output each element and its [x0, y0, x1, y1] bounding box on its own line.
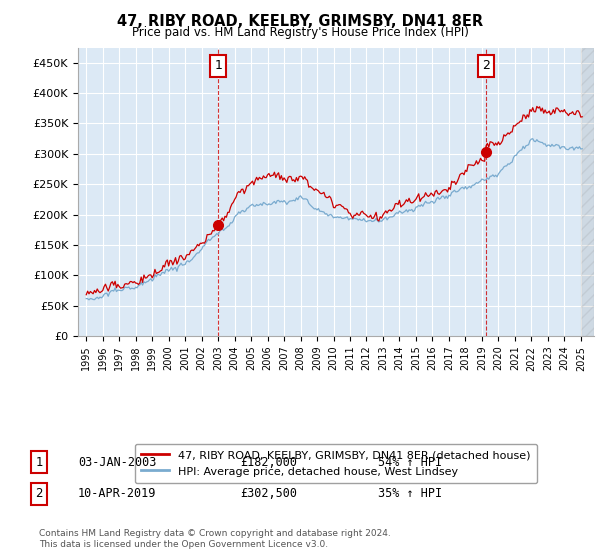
Text: Price paid vs. HM Land Registry's House Price Index (HPI): Price paid vs. HM Land Registry's House … [131, 26, 469, 39]
Text: 54% ↑ HPI: 54% ↑ HPI [378, 455, 442, 469]
Text: 10-APR-2019: 10-APR-2019 [78, 487, 157, 501]
Text: 35% ↑ HPI: 35% ↑ HPI [378, 487, 442, 501]
Text: £182,000: £182,000 [240, 455, 297, 469]
Text: 47, RIBY ROAD, KEELBY, GRIMSBY, DN41 8ER: 47, RIBY ROAD, KEELBY, GRIMSBY, DN41 8ER [117, 14, 483, 29]
Text: Contains HM Land Registry data © Crown copyright and database right 2024.
This d: Contains HM Land Registry data © Crown c… [39, 529, 391, 549]
Text: £302,500: £302,500 [240, 487, 297, 501]
Text: 1: 1 [35, 455, 43, 469]
Text: 2: 2 [35, 487, 43, 501]
Bar [581, 48, 594, 336]
Text: 03-JAN-2003: 03-JAN-2003 [78, 455, 157, 469]
Text: 2: 2 [482, 59, 490, 72]
Text: 1: 1 [214, 59, 222, 72]
Legend: 47, RIBY ROAD, KEELBY, GRIMSBY, DN41 8ER (detached house), HPI: Average price, d: 47, RIBY ROAD, KEELBY, GRIMSBY, DN41 8ER… [135, 444, 537, 483]
